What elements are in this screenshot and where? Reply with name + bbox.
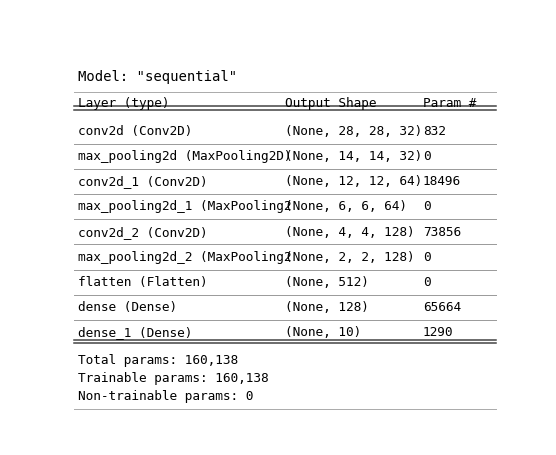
- Text: (None, 12, 12, 64): (None, 12, 12, 64): [285, 175, 422, 188]
- Text: dense_1 (Dense): dense_1 (Dense): [78, 327, 192, 339]
- Text: (None, 512): (None, 512): [285, 276, 369, 289]
- Text: Output Shape: Output Shape: [285, 96, 376, 110]
- Text: 0: 0: [423, 150, 430, 163]
- Text: (None, 6, 6, 64): (None, 6, 6, 64): [285, 200, 407, 213]
- Text: max_pooling2d (MaxPooling2D): max_pooling2d (MaxPooling2D): [78, 150, 291, 163]
- Text: 1290: 1290: [423, 327, 453, 339]
- Text: (None, 2, 2, 128): (None, 2, 2, 128): [285, 251, 415, 264]
- Text: Layer (type): Layer (type): [78, 96, 170, 110]
- Text: 73856: 73856: [423, 226, 461, 238]
- Text: max_pooling2d_1 (MaxPooling2: max_pooling2d_1 (MaxPooling2: [78, 200, 291, 213]
- Text: Param #: Param #: [423, 96, 476, 110]
- Text: flatten (Flatten): flatten (Flatten): [78, 276, 208, 289]
- Text: (None, 14, 14, 32): (None, 14, 14, 32): [285, 150, 422, 163]
- Text: conv2d (Conv2D): conv2d (Conv2D): [78, 125, 192, 138]
- Text: (None, 28, 28, 32): (None, 28, 28, 32): [285, 125, 422, 138]
- Text: 0: 0: [423, 200, 430, 213]
- Text: (None, 10): (None, 10): [285, 327, 361, 339]
- Text: Total params: 160,138: Total params: 160,138: [78, 354, 238, 368]
- Text: max_pooling2d_2 (MaxPooling2: max_pooling2d_2 (MaxPooling2: [78, 251, 291, 264]
- Text: 65664: 65664: [423, 301, 461, 314]
- Text: Model: "sequential": Model: "sequential": [78, 71, 237, 84]
- Text: 832: 832: [423, 125, 446, 138]
- Text: Trainable params: 160,138: Trainable params: 160,138: [78, 372, 269, 385]
- Text: 0: 0: [423, 276, 430, 289]
- Text: conv2d_1 (Conv2D): conv2d_1 (Conv2D): [78, 175, 208, 188]
- Text: dense (Dense): dense (Dense): [78, 301, 177, 314]
- Text: conv2d_2 (Conv2D): conv2d_2 (Conv2D): [78, 226, 208, 238]
- Text: 18496: 18496: [423, 175, 461, 188]
- Text: 0: 0: [423, 251, 430, 264]
- Text: (None, 128): (None, 128): [285, 301, 369, 314]
- Text: (None, 4, 4, 128): (None, 4, 4, 128): [285, 226, 415, 238]
- Text: Non-trainable params: 0: Non-trainable params: 0: [78, 389, 254, 403]
